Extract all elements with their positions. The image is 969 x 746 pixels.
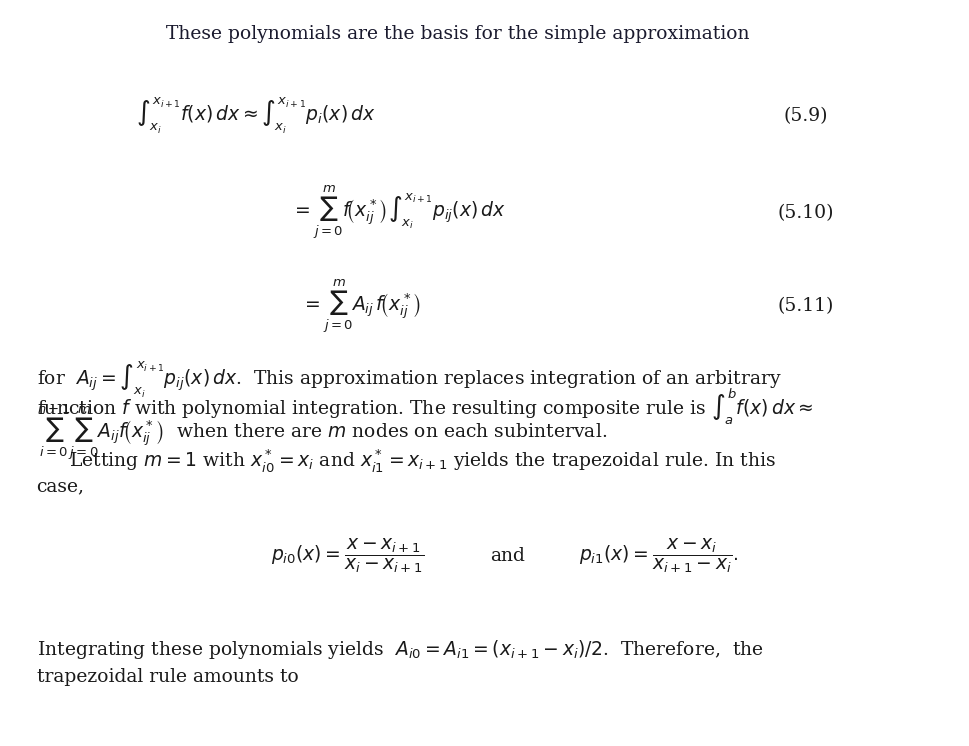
Text: (5.11): (5.11) — [776, 297, 832, 315]
Text: $= \sum_{j=0}^{m} A_{ij}\, f\!\left(x_{ij}^*\right)$: $= \sum_{j=0}^{m} A_{ij}\, f\!\left(x_{i… — [301, 278, 422, 334]
Text: $p_{i0}(x) = \dfrac{x - x_{i+1}}{x_i - x_{i+1}}$: $p_{i0}(x) = \dfrac{x - x_{i+1}}{x_i - x… — [271, 536, 424, 575]
Text: (5.9): (5.9) — [782, 107, 827, 125]
Text: and: and — [490, 547, 525, 565]
Text: (5.10): (5.10) — [776, 204, 832, 222]
Text: $\int_{x_i}^{x_{i+1}} f(x)\, dx \approx \int_{x_i}^{x_{i+1}} p_i(x)\, dx$: $\int_{x_i}^{x_{i+1}} f(x)\, dx \approx … — [137, 95, 376, 136]
Text: $p_{i1}(x) = \dfrac{x - x_i}{x_{i+1} - x_i}.$: $p_{i1}(x) = \dfrac{x - x_i}{x_{i+1} - x… — [578, 536, 738, 575]
Text: for  $A_{ij} = \int_{x_i}^{x_{i+1}} p_{ij}(x)\, dx$.  This approximation replace: for $A_{ij} = \int_{x_i}^{x_{i+1}} p_{ij… — [37, 360, 781, 401]
Text: case,: case, — [37, 477, 84, 495]
Text: function $f$ with polynomial integration. The resulting composite rule is $\int_: function $f$ with polynomial integration… — [37, 386, 812, 427]
Text: Integrating these polynomials yields  $A_{i0} = A_{i1} = (x_{i+1} - x_i)/2$.  Th: Integrating these polynomials yields $A_… — [37, 638, 763, 660]
Text: trapezoidal rule amounts to: trapezoidal rule amounts to — [37, 668, 298, 686]
Text: $\sum_{i=0}^{n-1} \sum_{j=0}^{m} A_{ij} f\!\left(x_{ij}^*\right)$  when there ar: $\sum_{i=0}^{n-1} \sum_{j=0}^{m} A_{ij} … — [37, 403, 607, 463]
Text: These polynomials are the basis for the simple approximation: These polynomials are the basis for the … — [166, 25, 749, 43]
Text: Letting $m = 1$ with $x_{i0}^* = x_i$ and $x_{i1}^* = x_{i+1}$ yields the trapez: Letting $m = 1$ with $x_{i0}^* = x_i$ an… — [69, 447, 774, 474]
Text: $= \sum_{j=0}^{m} f\!\left(x_{ij}^*\right) \int_{x_i}^{x_{i+1}} p_{ij}(x)\, dx$: $= \sum_{j=0}^{m} f\!\left(x_{ij}^*\righ… — [291, 184, 505, 241]
